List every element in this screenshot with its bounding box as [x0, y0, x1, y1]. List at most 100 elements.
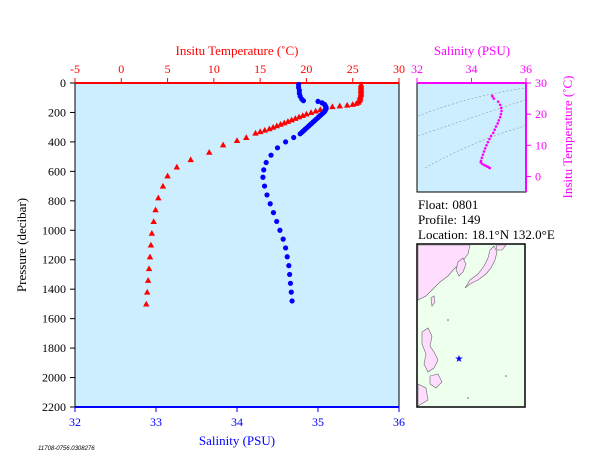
- ts-point: [489, 134, 493, 138]
- salinity-point: [287, 280, 294, 286]
- temperature-point: [303, 110, 310, 117]
- temperature-point: [146, 253, 154, 260]
- salinity-point: [297, 131, 303, 137]
- temperature-point: [164, 172, 171, 179]
- ts-point: [498, 115, 502, 119]
- pressure-tick-label: 1000: [42, 223, 66, 237]
- temperature-point: [343, 101, 351, 108]
- temperature-ticks: -5 0 5 10 15 20 25 30: [70, 62, 405, 83]
- salinity-point: [288, 289, 294, 295]
- pressure-tick-label: 200: [48, 105, 66, 119]
- temperature-point: [206, 149, 213, 155]
- pressure-tick-label: 1600: [42, 312, 66, 326]
- salinity-point: [280, 236, 286, 242]
- ts-point: [483, 147, 487, 150]
- inset-salinity-ticks: 32 34 36: [411, 62, 532, 83]
- temperature-tick-label: 30: [393, 62, 405, 76]
- salinity-point: [274, 145, 281, 151]
- temperature-point: [148, 230, 156, 236]
- map-land-borneo: [418, 383, 429, 406]
- profile-plot-area: [74, 82, 400, 408]
- profile-value: 149: [461, 212, 481, 227]
- location-label: Location:: [418, 227, 468, 242]
- temperature-point: [233, 137, 241, 143]
- pressure-tick-label: 1800: [42, 341, 66, 355]
- ts-point: [482, 150, 486, 153]
- salinity-point: [261, 183, 268, 189]
- inset-salinity-label: Salinity (PSU): [434, 43, 510, 58]
- temperature-point: [349, 101, 356, 107]
- temperature-point: [284, 118, 292, 124]
- temperature-tick-label: 0: [118, 62, 124, 76]
- profile-info: Profile: 149: [418, 212, 485, 228]
- pressure-axis-label: Pressure (decibar): [14, 198, 29, 292]
- pressure-tick-label: 0: [60, 76, 66, 90]
- inset-temperature-label: Insitu Temperature (˚C): [560, 75, 575, 198]
- ts-point: [492, 97, 496, 100]
- salinity-point: [263, 159, 269, 166]
- temperature-point: [292, 115, 299, 121]
- temperature-tick-label: 5: [165, 62, 171, 76]
- temperature-point: [307, 109, 315, 116]
- ts-point: [479, 161, 483, 164]
- inset-salinity-tick-label: 34: [466, 62, 478, 76]
- temperature-point: [353, 100, 360, 106]
- temperature-tick-label: 10: [208, 62, 220, 76]
- salinity-point: [287, 271, 293, 278]
- temperature-series: [143, 81, 365, 307]
- pressure-ticks: 0 200 400 600 800 1000 1200 1400 1600 1800 2000 220…: [42, 76, 75, 414]
- temperature-point: [145, 265, 153, 272]
- temperature-tick-label: 25: [347, 62, 359, 76]
- ts-point: [499, 106, 503, 110]
- temperature-point: [281, 119, 288, 126]
- pressure-tick-label: 1400: [42, 282, 66, 296]
- temperature-point: [155, 194, 162, 201]
- float-info: Float: 0801: [418, 197, 482, 213]
- ts-point: [480, 156, 484, 160]
- salinity-ticks: 32 33 34 35 36: [69, 407, 405, 429]
- map-island: [447, 319, 449, 321]
- temperature-point: [243, 134, 250, 141]
- ts-point: [481, 162, 484, 166]
- ts-point: [492, 131, 495, 135]
- salinity-point: [300, 98, 307, 104]
- map-land-taiwan: [430, 295, 436, 307]
- temperature-tick-label: -5: [70, 62, 80, 76]
- salinity-point: [270, 210, 277, 216]
- temperature-point: [150, 218, 157, 224]
- salinity-point: [315, 98, 321, 105]
- salinity-point: [277, 227, 283, 233]
- ts-point: [498, 103, 502, 107]
- salinity-point: [268, 152, 274, 158]
- temperature-axis-label: Insitu Temperature (˚C): [175, 43, 298, 58]
- ts-point: [481, 153, 485, 156]
- ts-diagram: 32 34 36 0 10 20 30 Salinity (PSU) Insitu Tem…: [411, 43, 575, 199]
- salinity-series: [260, 81, 329, 304]
- temperature-point: [261, 126, 268, 133]
- temperature-point: [147, 241, 155, 248]
- temperature-point: [144, 288, 151, 295]
- temperature-tick-label: 20: [300, 62, 312, 76]
- salinity-point: [289, 298, 295, 304]
- profile-chart: 0200400600800100012001400160018002000220…: [14, 43, 405, 448]
- salinity-point: [286, 263, 292, 269]
- temperature-point: [295, 113, 303, 120]
- salinity-point: [274, 218, 280, 225]
- temperature-point: [288, 116, 295, 123]
- pressure-tick-label: 400: [48, 135, 66, 149]
- map-land-asia: [418, 245, 471, 301]
- float-value: 0801: [452, 197, 479, 212]
- ts-point: [486, 140, 490, 144]
- temperature-point: [144, 277, 152, 283]
- ts-plot-area: [416, 82, 527, 193]
- temperature-point: [273, 122, 281, 129]
- map-land-philippines: [421, 327, 439, 373]
- ts-point: [493, 128, 496, 132]
- temperature-point: [329, 103, 336, 110]
- ts-point: [497, 119, 501, 122]
- ts-point: [488, 166, 492, 170]
- salinity-point: [283, 245, 289, 251]
- salinity-tick-label: 36: [393, 415, 405, 429]
- ts-point: [491, 95, 494, 98]
- temperature-point: [336, 102, 343, 109]
